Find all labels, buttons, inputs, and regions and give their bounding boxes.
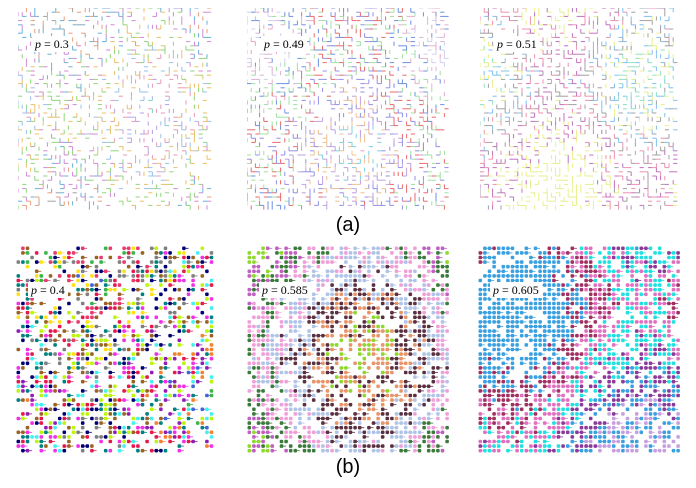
lattice-marks [247, 246, 449, 453]
bond-lattice-p03 [18, 8, 212, 210]
p-label-0605: p = 0.605 [490, 282, 542, 298]
p-label-049: p = 0.49 [261, 36, 307, 52]
bond-lattice-p051 [480, 8, 678, 210]
p-value: = 0.51 [503, 37, 537, 51]
p-symbol: p [262, 283, 268, 297]
p-label-051: p = 0.51 [494, 36, 540, 52]
lattice-marks [18, 8, 212, 210]
site-panel-p04: p = 0.4 [16, 246, 216, 454]
p-symbol: p [264, 37, 270, 51]
p-symbol: p [35, 37, 41, 51]
p-symbol: p [497, 37, 503, 51]
site-lattice-p0605 [478, 246, 680, 453]
lattice-marks [480, 8, 678, 210]
bond-panel-p049: p = 0.49 [247, 8, 451, 210]
lattice-marks [478, 246, 680, 453]
p-value: = 0.585 [268, 283, 308, 297]
p-value: = 0.605 [499, 283, 539, 297]
p-symbol: p [31, 283, 37, 297]
bond-panel-p051: p = 0.51 [480, 8, 680, 210]
p-value: = 0.49 [270, 37, 304, 51]
site-lattice-p04 [16, 246, 214, 453]
p-label-04: p = 0.4 [28, 282, 68, 298]
bond-lattice-p049 [247, 8, 449, 210]
p-symbol: p [493, 283, 499, 297]
caption-b: (b) [335, 456, 361, 478]
p-value: = 0.3 [41, 37, 69, 51]
site-lattice-p0585 [247, 246, 449, 453]
bond-panel-p03: p = 0.3 [18, 8, 214, 210]
caption-a: (a) [335, 214, 361, 236]
site-panel-p0605: p = 0.605 [478, 246, 682, 454]
lattice-marks [247, 8, 449, 210]
p-label-03: p = 0.3 [32, 36, 72, 52]
p-value: = 0.4 [37, 283, 65, 297]
lattice-marks [16, 246, 214, 453]
p-label-0585: p = 0.585 [259, 282, 311, 298]
site-panel-p0585: p = 0.585 [247, 246, 452, 454]
